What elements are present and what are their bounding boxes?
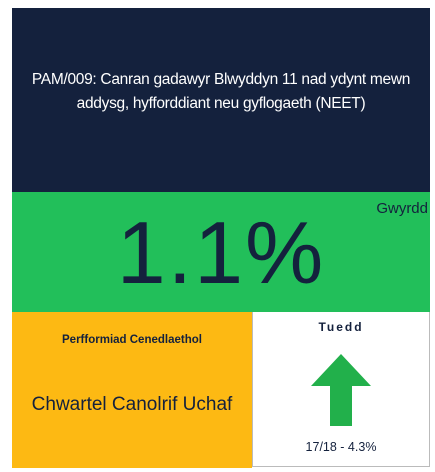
national-panel: Perfformiad Cenedlaethol Chwartel Canolr…: [12, 312, 252, 468]
trend-arrow: [311, 354, 371, 426]
trend-change: 17/18 - 4.3%: [305, 440, 377, 454]
header: PAM/009: Canran gadawyr Blwyddyn 11 nad …: [12, 8, 430, 192]
trend-panel: Tuedd 17/18 - 4.3%: [252, 312, 430, 467]
rating: Gwyrdd: [376, 200, 428, 217]
arrow-shape: [311, 354, 371, 426]
national-label: Perfformiad Cenedlaethol: [62, 334, 202, 346]
indicator-card: PAM/009: Canran gadawyr Blwyddyn 11 nad …: [12, 8, 430, 468]
trend-label: Tuedd: [318, 320, 364, 334]
indicator-title: PAM/009: Canran gadawyr Blwyddyn 11 nad …: [31, 71, 411, 112]
indicator-value: 1.1%: [116, 203, 326, 302]
national-quartile: Chwartel Canolrif Uchaf: [31, 394, 233, 415]
status-panel: Gwyrdd 1.1%: [12, 192, 430, 312]
